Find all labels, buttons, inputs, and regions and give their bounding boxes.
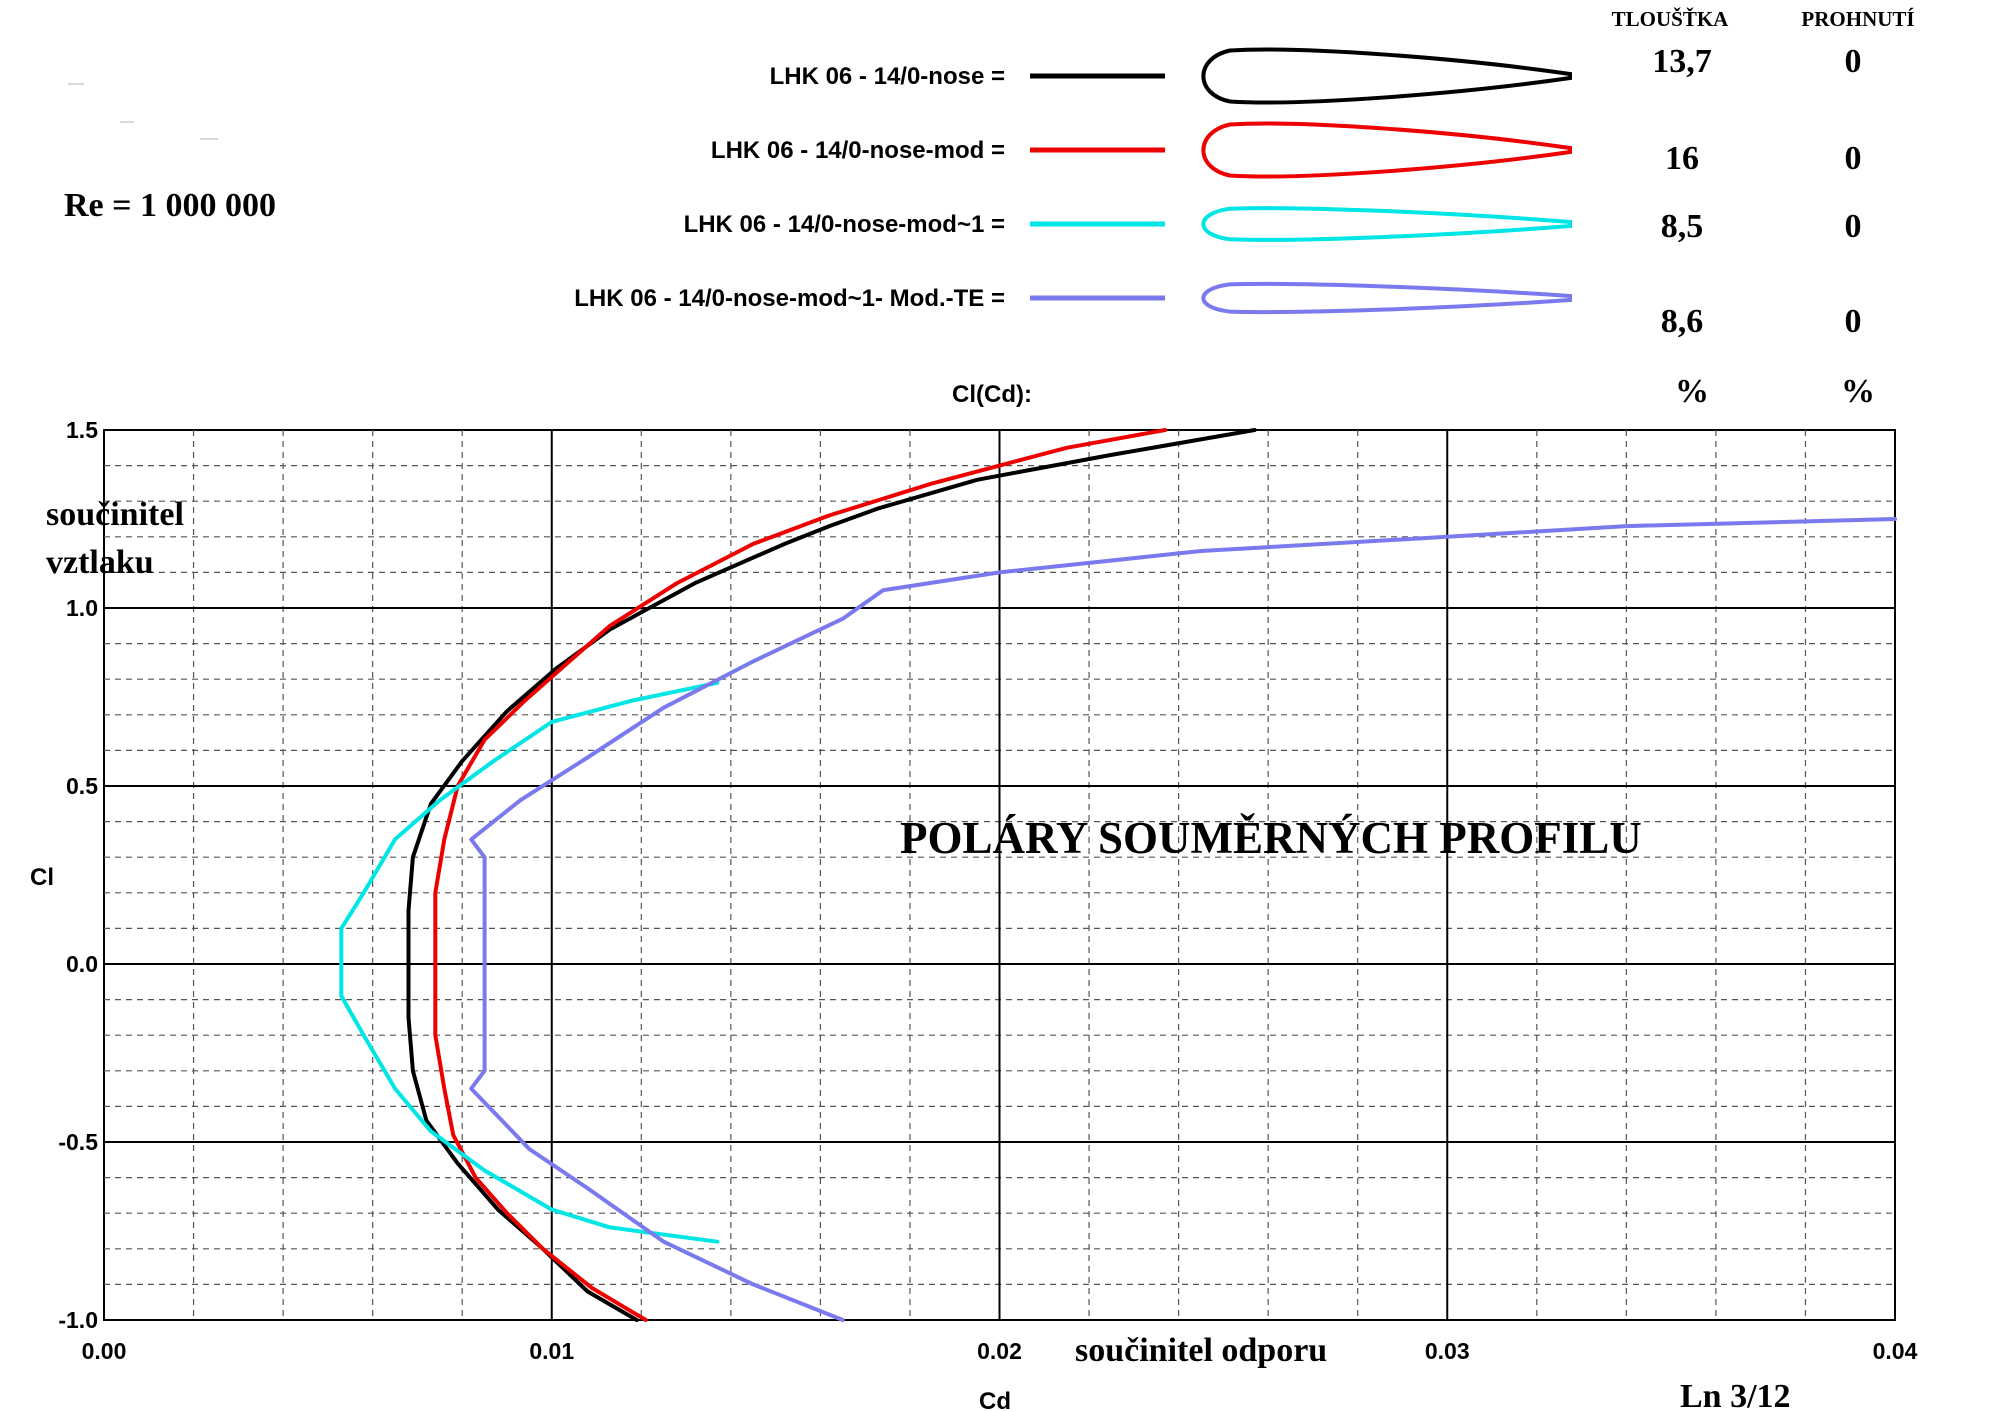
scan-speck — [200, 138, 218, 140]
scan-speck — [68, 83, 84, 85]
x-tick-label: 0.04 — [1873, 1338, 1918, 1364]
thickness-value-3: 8,5 — [1661, 208, 1704, 245]
thickness-unit: % — [1675, 373, 1709, 410]
page-reference: Ln 3/12 — [1680, 1378, 1791, 1412]
thickness-value-1: 13,7 — [1652, 43, 1712, 80]
y-tick-label: 1.0 — [66, 595, 98, 621]
y-tick-label: -1.0 — [58, 1307, 98, 1333]
camber-header: PROHNUTÍ — [1801, 7, 1914, 31]
x-caption: součinitel odporu — [1075, 1332, 1327, 1369]
chart-title: POLÁRY SOUMĚRNÝCH PROFILU — [900, 813, 1642, 863]
plot-label: Cl(Cd): — [952, 381, 1032, 408]
camber-value-2: 0 — [1845, 140, 1862, 177]
legend-label-2: LHK 06 - 14/0-nose-mod = — [711, 137, 1005, 164]
plot-area: 0.00 0.01 0.02 0.03 0.04 1.5 1.0 0.5 0.0 -0.5 -1.0 — [58, 417, 1917, 1364]
reynolds-label: Re = 1 000 000 — [64, 187, 276, 224]
y-tick-label: -0.5 — [58, 1129, 98, 1155]
series-layer — [339, 428, 1897, 1322]
legend-profile-4 — [1201, 281, 1572, 315]
y-caption-line1: součinitel — [46, 496, 184, 533]
camber-unit: % — [1841, 373, 1875, 410]
legend: LHK 06 - 14/0-nose = 13,7 0 LHK 06 - 14/0-n… — [574, 43, 1861, 340]
legend-label-1: LHK 06 - 14/0-nose = — [770, 63, 1005, 90]
camber-value-1: 0 — [1845, 43, 1862, 80]
y-tick-label: 0.5 — [66, 773, 98, 799]
camber-value-3: 0 — [1845, 208, 1862, 245]
thickness-value-2: 16 — [1665, 140, 1699, 177]
camber-value-4: 0 — [1845, 303, 1862, 340]
y-tick-label: 0.0 — [66, 951, 98, 977]
major-grid — [104, 430, 1895, 1320]
tick-labels: 0.00 0.01 0.02 0.03 0.04 1.5 1.0 0.5 0.0 -0.5 -1.0 — [58, 417, 1917, 1364]
series-line-3 — [339, 680, 720, 1244]
y-caption-line2: vztlaku — [46, 544, 154, 581]
y-tick-label: 1.5 — [66, 417, 98, 443]
series-line-2 — [433, 428, 1168, 1322]
x-tick-label: 0.02 — [977, 1338, 1022, 1364]
series-line-4 — [469, 517, 1897, 1322]
thickness-value-4: 8,6 — [1661, 303, 1704, 340]
x-tick-label: 0.03 — [1425, 1338, 1470, 1364]
legend-profile-1 — [1201, 47, 1572, 105]
y-axis-label: Cl — [30, 864, 54, 891]
legend-label-4: LHK 06 - 14/0-nose-mod~1- Mod.-TE = — [574, 285, 1005, 312]
x-tick-label: 0.00 — [82, 1338, 127, 1364]
scan-speck — [120, 121, 134, 123]
legend-profile-3 — [1201, 206, 1572, 242]
series-line-1 — [406, 428, 1257, 1322]
thickness-header: TLOUŠŤKA — [1612, 7, 1730, 31]
x-axis-label: Cd — [979, 1388, 1011, 1412]
legend-profile-2 — [1201, 121, 1572, 179]
legend-label-3: LHK 06 - 14/0-nose-mod~1 = — [684, 211, 1005, 238]
x-tick-label: 0.01 — [529, 1338, 574, 1364]
